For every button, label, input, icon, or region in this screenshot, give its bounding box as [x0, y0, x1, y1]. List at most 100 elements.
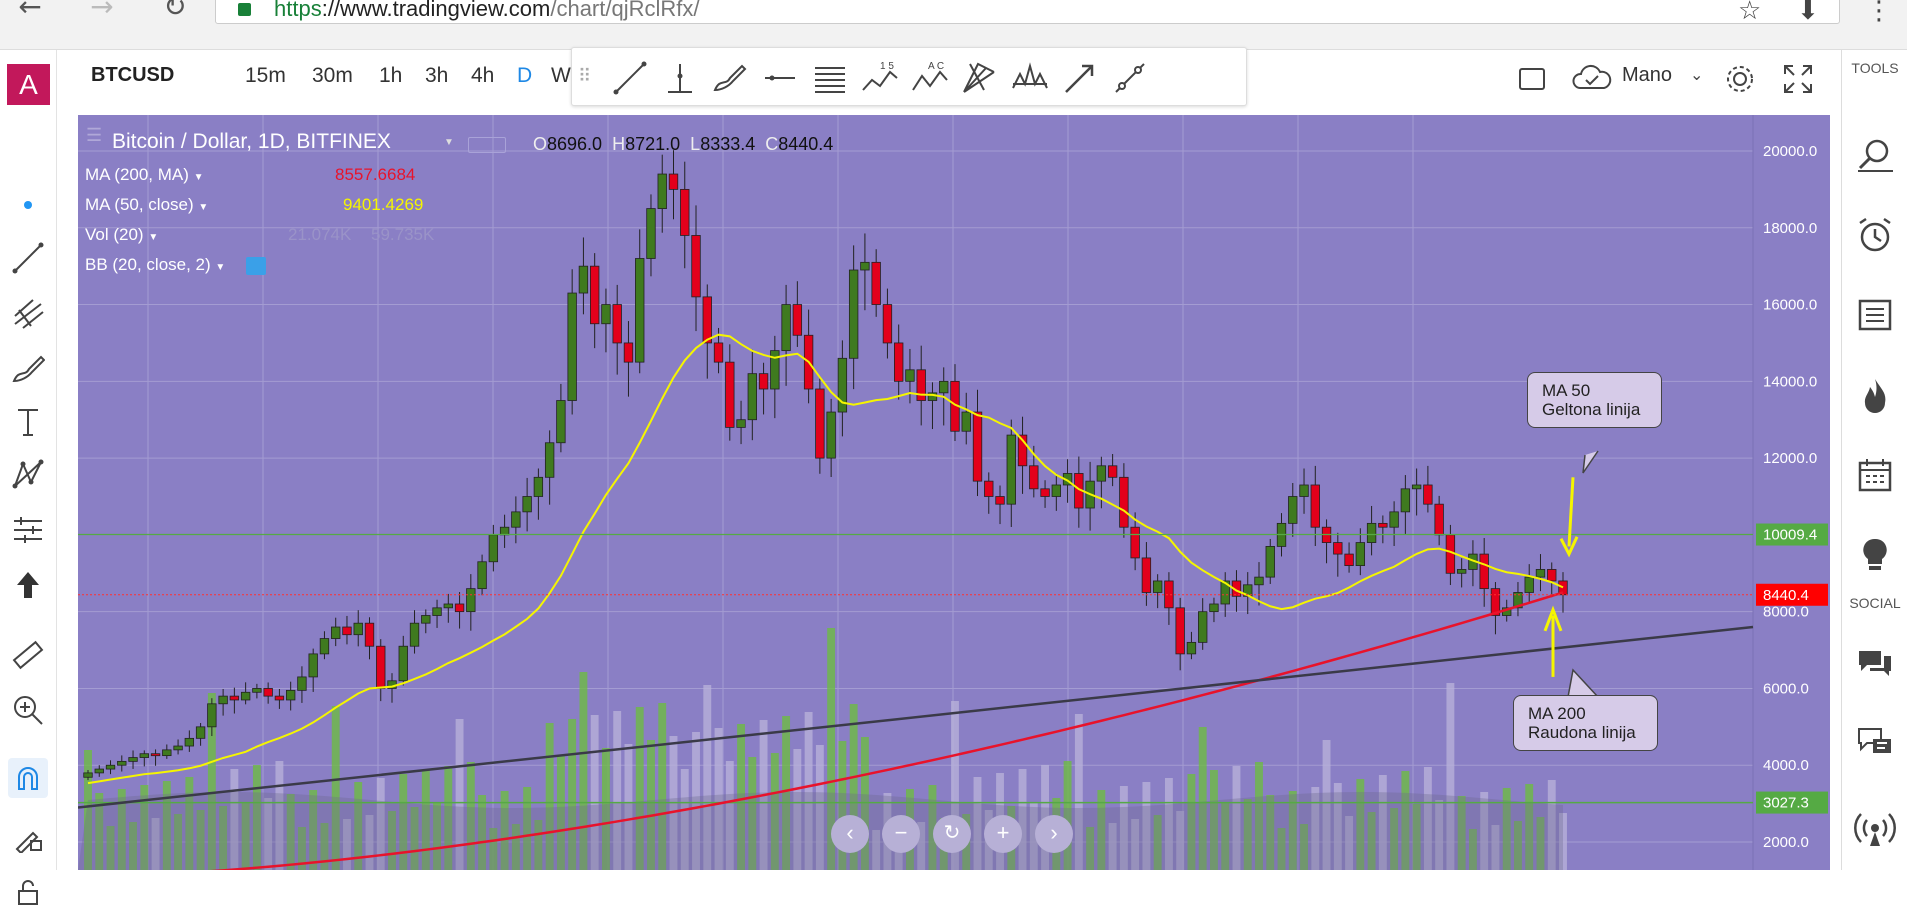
interval-4h[interactable]: 4h [471, 64, 495, 87]
candle [1524, 576, 1534, 593]
cloud-icon[interactable] [1572, 62, 1612, 92]
volume-bar [1131, 819, 1140, 870]
fib-tools-icon[interactable] [8, 293, 48, 333]
indicator-ma200-label[interactable]: MA (200, MA) ▼ [85, 165, 204, 184]
head-shoulders-icon[interactable] [1008, 56, 1052, 100]
title-dropdown-icon[interactable]: ▼ [444, 137, 454, 148]
chart-canvas[interactable]: 20000.0 18000.0 16000.0 14000.0 12000.0 8000.… [78, 115, 1830, 870]
cursor-dot-icon[interactable] [8, 185, 48, 225]
magnet-icon[interactable] [8, 758, 48, 798]
svg-text:A C: A C [928, 61, 944, 72]
zoom-out-button[interactable]: − [882, 815, 920, 853]
interval-30m[interactable]: 30m [312, 64, 353, 87]
address-bar[interactable]: https://www.tradingview.com/chart/qjRclR… [215, 0, 1840, 24]
arrow-ma50 [1567, 477, 1575, 547]
pattern-tool-icon[interactable] [8, 455, 48, 495]
list-icon[interactable] [1852, 292, 1898, 338]
candle [83, 772, 93, 778]
annotation-ma50[interactable]: MA 50 Geltona linija [1527, 372, 1662, 428]
chart-style-button[interactable] [1517, 64, 1547, 94]
candle [1164, 580, 1174, 609]
trend-line-icon[interactable] [608, 56, 652, 100]
chat-icon[interactable] [1852, 640, 1898, 686]
interval-d[interactable]: D [517, 64, 533, 87]
candle [533, 476, 544, 497]
zoom-in-button[interactable]: + [984, 815, 1022, 853]
ideas-lightbulb-icon[interactable] [1852, 532, 1898, 578]
legend-drag-icon: ☰ [86, 125, 103, 145]
volume-bar [466, 762, 475, 870]
brush-icon[interactable] [708, 56, 752, 100]
candle [1107, 465, 1118, 478]
arrow-tool-icon[interactable] [1058, 56, 1102, 100]
reload-icon[interactable]: ↻ [163, 0, 187, 23]
private-chats-icon[interactable] [1852, 720, 1898, 766]
scroll-right-button[interactable]: › [1035, 815, 1073, 853]
candle [398, 645, 408, 682]
drag-handle-icon[interactable]: ⠿ [578, 66, 592, 86]
ruler-icon[interactable] [8, 635, 48, 675]
indicator-ma50-label[interactable]: MA (50, close) ▼ [85, 195, 209, 214]
search-icon[interactable] [1852, 132, 1898, 178]
zoom-in-icon[interactable] [8, 690, 48, 730]
volume-bar [590, 715, 599, 870]
interval-15m[interactable]: 15m [245, 64, 286, 87]
interval-3h[interactable]: 3h [425, 64, 449, 87]
candle [1299, 484, 1309, 497]
candle [1434, 503, 1444, 536]
bookmark-star-icon[interactable]: ☆ [1738, 0, 1762, 26]
candle [1017, 434, 1028, 467]
back-icon[interactable]: ← [18, 0, 42, 23]
horizontal-line-icon[interactable] [758, 56, 802, 100]
indicator-volume-label[interactable]: Vol (20) ▼ [85, 225, 159, 244]
indicator-bb-settings-icon[interactable] [246, 257, 266, 275]
elliott-wave-123-icon[interactable]: 1 5 [858, 56, 902, 100]
hotlist-flame-icon[interactable] [1852, 372, 1898, 418]
ray-tool-icon[interactable] [1108, 56, 1152, 100]
alarm-clock-icon[interactable] [1852, 212, 1898, 258]
annotation-ma50-line2: Geltona linija [1542, 400, 1641, 419]
volume-bar [725, 761, 734, 870]
fib-retracement-icon[interactable] [808, 56, 852, 100]
reset-chart-button[interactable]: ↻ [933, 815, 971, 853]
stay-in-drawing-mode-icon[interactable] [8, 818, 48, 858]
candle [736, 419, 746, 428]
indicator-bb-label[interactable]: BB (20, close, 2) ▼ [85, 255, 226, 274]
interval-1h[interactable]: 1h [379, 64, 403, 87]
volume-bar [376, 778, 385, 870]
volume-bar [613, 711, 622, 870]
lock-drawings-icon[interactable] [8, 872, 48, 912]
volume-bar [568, 719, 577, 870]
vertical-line-icon[interactable] [658, 56, 702, 100]
volume-bar [973, 777, 982, 870]
symbol-search-button[interactable]: BTCUSD [91, 64, 175, 86]
trend-line-icon[interactable] [8, 238, 48, 278]
prediction-tool-icon[interactable] [8, 510, 48, 550]
elliott-wave-abc-icon[interactable]: A C [908, 56, 952, 100]
legend-settings-box[interactable] [468, 137, 506, 153]
fullscreen-icon[interactable] [1781, 62, 1815, 96]
streams-broadcast-icon[interactable] [1852, 805, 1898, 851]
volume-bar [860, 737, 869, 870]
brush-icon[interactable] [8, 348, 48, 388]
template-label[interactable]: Mano [1622, 64, 1673, 86]
calendar-icon[interactable] [1852, 452, 1898, 498]
annotation-ma200[interactable]: MA 200 Raudona linija [1513, 695, 1658, 751]
scroll-left-button[interactable]: ‹ [831, 815, 869, 853]
candle [285, 689, 296, 701]
symbol-title[interactable]: Bitcoin / Dollar, 1D, BITFINEX [112, 130, 391, 153]
chevron-down-icon[interactable]: ⌄ [1690, 67, 1704, 84]
text-tool-icon[interactable] [8, 402, 48, 442]
arrow-up-icon[interactable] [8, 565, 48, 605]
browser-menu-icon[interactable]: ⋮ [1866, 0, 1892, 26]
gear-icon[interactable] [1723, 62, 1757, 96]
volume-bar [1367, 812, 1376, 870]
download-icon[interactable]: ⬇ [1797, 0, 1819, 26]
candle [1254, 576, 1264, 586]
volume-bar [680, 769, 689, 870]
candle [578, 265, 589, 294]
interval-w[interactable]: W [551, 64, 571, 87]
forward-icon[interactable]: → [90, 0, 114, 23]
user-avatar[interactable]: A [7, 64, 50, 105]
pitchfork-icon[interactable] [958, 56, 1002, 100]
